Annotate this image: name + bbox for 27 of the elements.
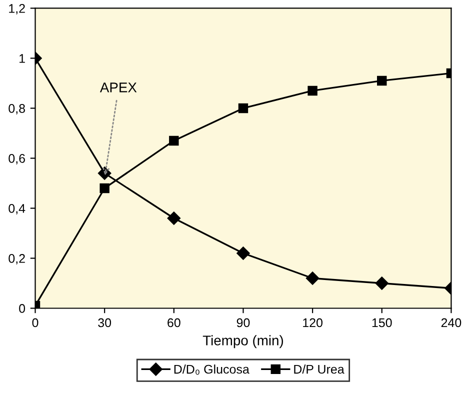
- point: [167, 212, 180, 225]
- point: [375, 276, 388, 290]
- point: [377, 76, 387, 86]
- point: [306, 272, 320, 285]
- point: [100, 183, 110, 194]
- x-tick-label: 60: [168, 318, 180, 328]
- point: [236, 246, 250, 260]
- y-tick-label: 0,8: [8, 104, 25, 114]
- y-tick-label: 0: [19, 304, 26, 313]
- x-tick-label: 0: [32, 318, 38, 328]
- y-tick-label: 0,6: [8, 154, 25, 164]
- x-tick-label: 120: [303, 318, 322, 328]
- legend-label: D/P Urea: [294, 364, 344, 374]
- x-tick-label: 240: [441, 318, 462, 328]
- y-tick-label: 0,4: [8, 204, 26, 214]
- point: [308, 86, 318, 96]
- x-axis-title: Tiempo (min): [202, 335, 284, 348]
- x-tick-label: 90: [236, 318, 250, 328]
- point: [169, 136, 179, 146]
- annotation: APEX: [100, 82, 137, 92]
- x-tick-label: 30: [98, 318, 112, 328]
- y-tick-label: 0,2: [8, 254, 25, 264]
- point: [238, 103, 248, 114]
- x-tick-label: 150: [372, 318, 392, 328]
- y-tick-label: 1,2: [9, 4, 25, 14]
- y-tick-label: 1: [20, 54, 25, 63]
- legend-label: D/D₀ Glucosa: [174, 364, 250, 375]
